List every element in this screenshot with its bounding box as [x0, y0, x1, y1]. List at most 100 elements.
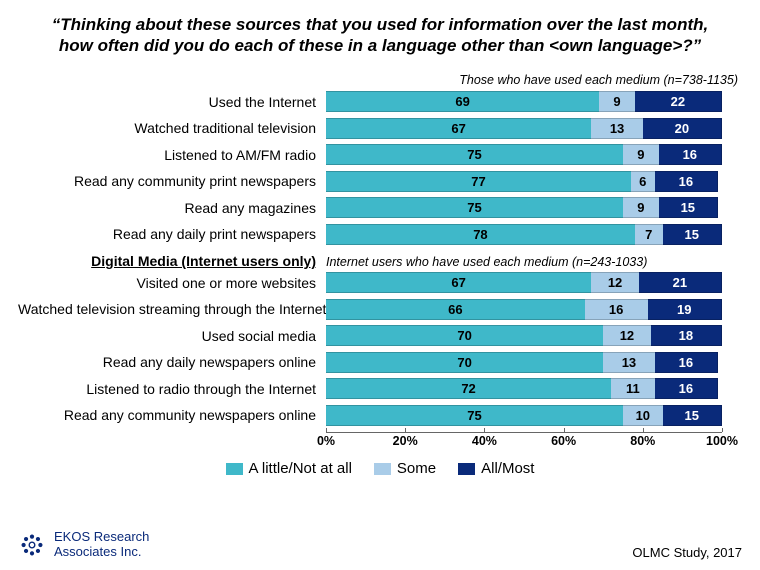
- bar-track: 69922: [326, 91, 722, 112]
- axis-tick-label: 0%: [317, 434, 335, 448]
- axis-tick-label: 60%: [551, 434, 576, 448]
- bar-row: Read any magazines75915: [18, 195, 742, 221]
- bar-segment-c: 16: [659, 144, 722, 165]
- bar-segment-b: 16: [585, 299, 648, 320]
- axis-tick-label: 20%: [393, 434, 418, 448]
- bar-segment-c: 21: [639, 272, 722, 293]
- bar-segment-a: 72: [326, 378, 611, 399]
- bar-track: 78715: [326, 224, 722, 245]
- row-label: Read any daily print newspapers: [18, 226, 326, 242]
- title-line-2: how often did you do each of these in a …: [59, 36, 701, 55]
- study-label: OLMC Study, 2017: [632, 545, 742, 560]
- row-label: Read any community print newspapers: [18, 173, 326, 189]
- ekos-logo-icon: [18, 531, 46, 559]
- group2-label: Digital Media (Internet users only): [18, 253, 326, 269]
- bar-row: Listened to AM/FM radio75916: [18, 142, 742, 168]
- bar-row: Watched traditional television671320: [18, 115, 742, 141]
- bar-segment-c: 20: [643, 118, 722, 139]
- bar-segment-a: 70: [326, 325, 603, 346]
- chart-title: “Thinking about these sources that you u…: [18, 14, 742, 57]
- bar-row: Read any daily print newspapers78715: [18, 221, 742, 247]
- bar-segment-b: 12: [591, 272, 639, 293]
- bar-track: 701316: [326, 352, 722, 373]
- bar-segment-c: 16: [655, 352, 718, 373]
- x-axis: 0% 20% 40% 60% 80% 100%: [18, 432, 742, 454]
- bar-row: Visited one or more websites671221: [18, 270, 742, 296]
- bar-segment-c: 15: [663, 224, 722, 245]
- bar-segment-a: 78: [326, 224, 635, 245]
- title-line-1: “Thinking about these sources that you u…: [52, 15, 708, 34]
- bar-segment-c: 15: [659, 197, 718, 218]
- bar-track: 77616: [326, 171, 722, 192]
- legend-label-a: A little/Not at all: [249, 460, 352, 477]
- bar-track: 671221: [326, 272, 722, 293]
- bar-row: Listened to radio through the Internet72…: [18, 376, 742, 402]
- row-label: Listened to radio through the Internet: [18, 381, 326, 397]
- chart-area: Those who have used each medium (n=738-1…: [18, 73, 742, 478]
- group1-note: Those who have used each medium (n=738-1…: [18, 73, 742, 87]
- footer: EKOS Research Associates Inc. OLMC Study…: [18, 530, 742, 560]
- bar-row: Read any daily newspapers online701316: [18, 349, 742, 375]
- axis-tick-label: 80%: [630, 434, 655, 448]
- legend: A little/Not at all Some All/Most: [18, 460, 742, 477]
- brand-line-1: EKOS Research: [54, 530, 149, 545]
- bar-track: 751015: [326, 405, 722, 426]
- bar-segment-c: 18: [651, 325, 722, 346]
- group2-header: Digital Media (Internet users only) Inte…: [18, 253, 742, 269]
- bar-track: 75915: [326, 197, 722, 218]
- bar-segment-b: 10: [623, 405, 663, 426]
- bar-row: Used the Internet69922: [18, 89, 742, 115]
- bar-segment-a: 75: [326, 405, 623, 426]
- row-label: Read any magazines: [18, 200, 326, 216]
- bar-segment-c: 16: [655, 171, 718, 192]
- axis-tick-label: 100%: [706, 434, 738, 448]
- bar-track: 75916: [326, 144, 722, 165]
- bar-segment-b: 11: [611, 378, 655, 399]
- row-label: Read any community newspapers online: [18, 407, 326, 423]
- row-label: Watched television streaming through the…: [18, 301, 326, 317]
- bar-segment-a: 75: [326, 144, 623, 165]
- bar-segment-a: 67: [326, 118, 591, 139]
- bar-segment-a: 70: [326, 352, 603, 373]
- bar-segment-a: 66: [326, 299, 585, 320]
- legend-label-b: Some: [397, 460, 436, 477]
- bar-track: 721116: [326, 378, 722, 399]
- bar-segment-c: 15: [663, 405, 722, 426]
- bar-segment-a: 75: [326, 197, 623, 218]
- axis-tick-label: 40%: [472, 434, 497, 448]
- bar-row: Used social media701218: [18, 323, 742, 349]
- bar-segment-b: 13: [603, 352, 654, 373]
- bar-row: Read any community print newspapers77616: [18, 168, 742, 194]
- bar-segment-c: 22: [635, 91, 722, 112]
- legend-swatch-b: [374, 463, 391, 475]
- row-label: Used social media: [18, 328, 326, 344]
- bar-track: 701218: [326, 325, 722, 346]
- row-label: Watched traditional television: [18, 120, 326, 136]
- bar-segment-b: 9: [623, 197, 659, 218]
- row-label: Listened to AM/FM radio: [18, 147, 326, 163]
- row-label: Used the Internet: [18, 94, 326, 110]
- legend-swatch-c: [458, 463, 475, 475]
- group2-note: Internet users who have used each medium…: [326, 255, 647, 269]
- row-label: Visited one or more websites: [18, 275, 326, 291]
- bar-segment-b: 9: [599, 91, 635, 112]
- bar-segment-b: 6: [631, 171, 655, 192]
- bar-segment-c: 16: [655, 378, 718, 399]
- legend-label-c: All/Most: [481, 460, 534, 477]
- bar-segment-a: 69: [326, 91, 599, 112]
- legend-item-b: Some: [374, 460, 436, 477]
- bar-track: 671320: [326, 118, 722, 139]
- legend-swatch-a: [226, 463, 243, 475]
- legend-item-a: A little/Not at all: [226, 460, 352, 477]
- legend-item-c: All/Most: [458, 460, 534, 477]
- bar-row: Read any community newspapers online7510…: [18, 402, 742, 428]
- bar-segment-b: 12: [603, 325, 651, 346]
- brand: EKOS Research Associates Inc.: [18, 530, 149, 560]
- row-label: Read any daily newspapers online: [18, 354, 326, 370]
- bar-row: Watched television streaming through the…: [18, 296, 742, 322]
- bar-segment-a: 67: [326, 272, 591, 293]
- bar-segment-c: 19: [648, 299, 723, 320]
- bar-segment-b: 13: [591, 118, 642, 139]
- bar-segment-a: 77: [326, 171, 631, 192]
- bar-segment-b: 9: [623, 144, 659, 165]
